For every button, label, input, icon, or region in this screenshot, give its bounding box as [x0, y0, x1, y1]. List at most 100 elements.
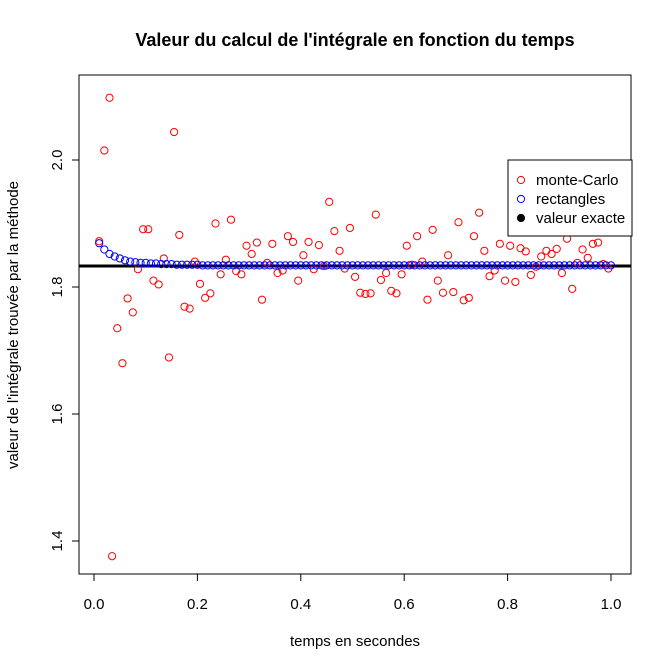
data-point — [506, 241, 515, 250]
legend-label: monte-Carlo — [536, 172, 619, 189]
legend: monte-Carlo rectangles valeur exacte — [507, 159, 633, 237]
data-point — [405, 261, 414, 270]
data-point — [201, 293, 210, 302]
data-point — [371, 210, 380, 219]
data-point — [245, 261, 254, 270]
legend-marker — [516, 194, 526, 204]
data-point — [206, 289, 215, 298]
data-point — [544, 261, 554, 270]
data-point — [252, 238, 261, 247]
data-point — [500, 276, 510, 285]
data-point — [170, 127, 179, 137]
data-point — [257, 295, 267, 304]
data-point — [105, 93, 114, 102]
data-point — [213, 261, 223, 270]
data-point — [265, 261, 274, 270]
data-point — [581, 261, 590, 270]
legend-label: valeur exacte — [536, 210, 625, 227]
data-point — [524, 261, 533, 270]
data-point — [570, 261, 579, 270]
data-point — [182, 260, 192, 269]
data-point — [389, 261, 398, 270]
data-point — [151, 259, 161, 268]
data-point — [343, 261, 352, 270]
data-point — [449, 287, 458, 297]
data-point — [482, 261, 492, 270]
data-point — [552, 244, 561, 253]
data-point — [382, 268, 391, 278]
data-point — [402, 241, 411, 250]
data-point — [480, 246, 489, 255]
data-point — [467, 261, 476, 270]
data-point — [299, 251, 308, 260]
data-point — [273, 268, 282, 278]
data-point — [126, 257, 135, 266]
data-point — [224, 261, 233, 270]
data-point — [167, 260, 176, 269]
data-point — [175, 230, 184, 240]
data-point — [100, 146, 109, 155]
data-point — [242, 241, 251, 250]
data-point — [332, 261, 342, 270]
data-point — [420, 261, 429, 270]
data-point — [193, 260, 202, 269]
data-point — [358, 261, 367, 270]
data-point — [591, 261, 600, 270]
data-point — [247, 249, 256, 259]
y-tick-label: 1.6 — [49, 404, 66, 425]
data-point — [384, 261, 393, 270]
legend-box — [507, 159, 633, 237]
data-point — [239, 261, 249, 270]
data-point — [157, 260, 166, 269]
data-point — [394, 261, 404, 270]
data-point — [451, 261, 460, 270]
data-point — [379, 261, 388, 270]
data-point — [219, 261, 228, 270]
data-point — [110, 252, 119, 261]
data-point — [128, 308, 137, 317]
legend-label: rectangles — [536, 191, 605, 208]
data-point — [446, 261, 455, 270]
data-point — [472, 261, 481, 270]
data-point — [374, 261, 383, 270]
data-point — [513, 261, 523, 270]
data-point — [317, 261, 326, 270]
data-point — [107, 552, 117, 561]
data-point — [255, 261, 264, 270]
data-point — [495, 239, 504, 248]
data-point — [123, 294, 132, 303]
data-point — [335, 246, 344, 255]
data-point — [301, 261, 311, 270]
data-point — [575, 261, 585, 270]
data-point — [226, 215, 236, 224]
data-point — [366, 289, 375, 298]
data-point — [327, 261, 336, 270]
data-point — [268, 239, 277, 248]
data-point — [281, 261, 290, 270]
data-point — [485, 272, 494, 281]
data-point — [423, 295, 432, 304]
data-point — [211, 219, 220, 228]
data-point — [578, 245, 587, 254]
data-point — [263, 258, 272, 267]
data-point — [537, 252, 546, 261]
data-point — [588, 239, 598, 248]
data-point — [141, 258, 150, 267]
data-point — [521, 247, 530, 256]
data-point — [131, 258, 140, 267]
data-point — [428, 225, 437, 234]
legend-marker — [516, 213, 526, 223]
data-point — [454, 218, 463, 227]
data-point — [237, 270, 246, 279]
x-tick-label: 0.4 — [290, 596, 311, 613]
y-tick-label: 1.4 — [49, 531, 66, 552]
data-point — [348, 261, 357, 270]
data-point — [565, 261, 574, 270]
x-tick-label: 0.8 — [497, 596, 518, 613]
data-point — [307, 261, 316, 270]
data-point — [118, 359, 127, 368]
data-point — [490, 266, 499, 275]
chart-title: Valeur du calcul de l'intégrale en fonct… — [135, 30, 574, 50]
data-point — [164, 353, 174, 362]
